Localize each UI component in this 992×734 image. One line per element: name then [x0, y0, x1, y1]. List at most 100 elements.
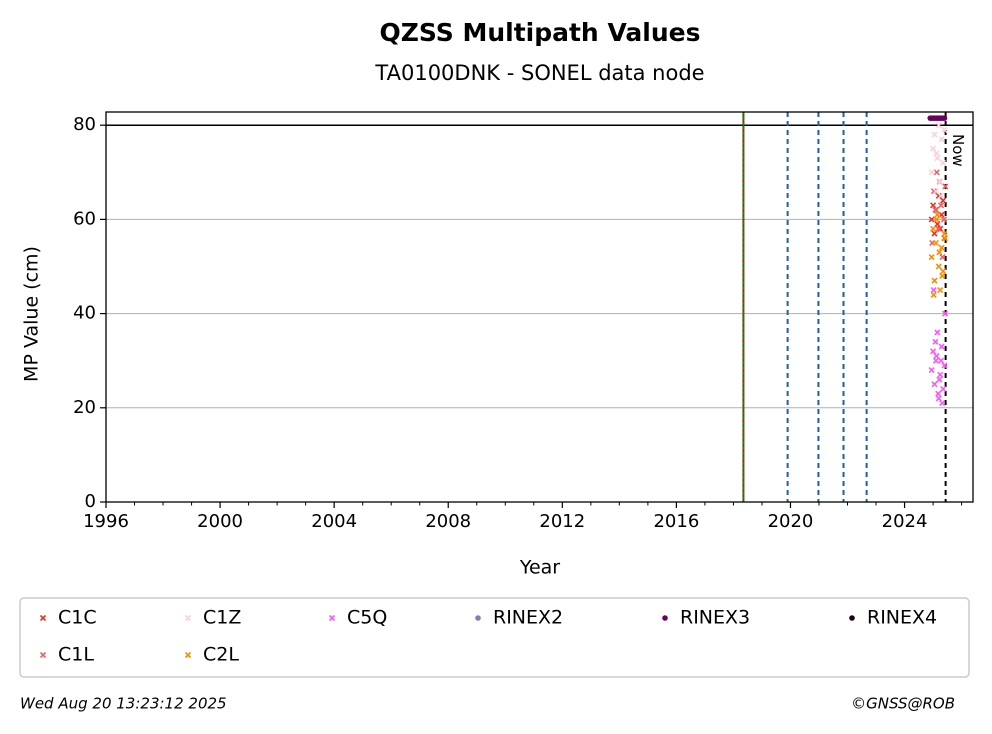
point	[938, 244, 945, 251]
point	[932, 239, 939, 247]
point	[930, 202, 937, 209]
legend-item: C2L	[184, 644, 239, 666]
x-tick-label: 2000	[197, 511, 243, 532]
legend-item: C1L	[39, 644, 94, 666]
y-tick-label: 20	[73, 397, 96, 418]
point	[931, 131, 938, 138]
legend-item: RINEX3	[662, 607, 750, 629]
legend-label: C1Z	[203, 607, 241, 629]
legend-label: RINEX3	[680, 607, 750, 629]
point	[936, 249, 943, 256]
point	[931, 230, 938, 237]
point	[939, 197, 947, 204]
point	[939, 159, 947, 166]
point	[933, 150, 940, 157]
point	[935, 192, 942, 199]
point	[930, 225, 937, 232]
point	[928, 216, 935, 223]
footer-date: Wed Aug 20 13:23:12 2025	[20, 695, 227, 713]
point	[937, 192, 944, 199]
point	[928, 254, 935, 261]
legend-marker	[849, 615, 855, 621]
point	[930, 188, 937, 195]
point	[932, 206, 939, 214]
y-tick-label: 0	[85, 491, 96, 512]
point	[933, 216, 940, 223]
point	[941, 230, 948, 237]
point	[931, 277, 938, 284]
point	[937, 286, 944, 294]
footer-credit: ©GNSS@ROB	[851, 695, 955, 713]
point	[939, 400, 946, 407]
point	[932, 338, 939, 345]
point	[930, 348, 937, 355]
point	[936, 376, 943, 383]
legend-marker	[328, 614, 336, 622]
point	[933, 169, 940, 176]
point	[935, 395, 942, 402]
point	[940, 216, 947, 223]
x-axis-label: Year	[519, 557, 560, 579]
chart-title: QZSS Multipath Values	[379, 18, 700, 47]
point	[928, 169, 935, 176]
legend-item: RINEX4	[849, 607, 937, 629]
legend-marker	[184, 614, 192, 622]
legend-item: C5Q	[328, 607, 387, 629]
point	[935, 263, 942, 270]
x-tick-label: 2012	[539, 511, 585, 532]
x-tick-label: 2020	[768, 511, 814, 532]
y-tick-label: 60	[73, 208, 96, 229]
point	[937, 202, 945, 209]
legend-box	[19, 597, 970, 678]
y-tick-label: 40	[73, 303, 96, 324]
point	[932, 357, 939, 364]
point	[938, 136, 945, 143]
point	[931, 381, 938, 388]
x-tick-label: 2004	[311, 511, 357, 532]
point	[939, 385, 947, 393]
point	[941, 235, 949, 242]
point	[941, 115, 948, 121]
point	[933, 352, 940, 360]
point	[942, 183, 949, 190]
point	[935, 225, 942, 232]
plot-frame	[105, 111, 974, 503]
x-tick-label: 1996	[83, 511, 129, 532]
legend-item: C1Z	[184, 607, 241, 629]
legend-label: RINEX2	[493, 607, 563, 629]
point	[934, 211, 941, 218]
point	[934, 155, 941, 162]
x-tick-label: 2024	[882, 511, 928, 532]
legend-marker	[662, 615, 668, 621]
x-tick-label: 2008	[425, 511, 471, 532]
point	[930, 286, 937, 294]
legend-label: C5Q	[347, 607, 387, 629]
point	[934, 221, 941, 228]
chart-subtitle: TA0100DNK - SONEL data node	[374, 61, 704, 85]
y-tick-label: 80	[73, 114, 96, 135]
point	[939, 268, 947, 275]
legend-marker	[475, 615, 481, 621]
point	[941, 126, 948, 133]
point	[934, 329, 941, 336]
x-tick-label: 2016	[653, 511, 699, 532]
legend-label: RINEX4	[867, 607, 937, 629]
y-axis-label: MP Value (cm)	[21, 246, 43, 382]
legend-marker	[184, 651, 192, 659]
event-label: Now	[949, 134, 967, 167]
point	[938, 343, 945, 350]
legend-label: C2L	[203, 644, 239, 666]
point	[935, 122, 942, 129]
legend-label: C1C	[58, 607, 97, 629]
point	[941, 362, 948, 369]
legend-marker	[39, 651, 47, 659]
point	[930, 291, 937, 298]
point	[935, 390, 942, 397]
legend-item: C1C	[39, 607, 97, 629]
point	[937, 225, 944, 232]
legend-item: RINEX2	[475, 607, 563, 629]
point	[937, 357, 945, 364]
legend-label: C1L	[58, 644, 94, 666]
point	[932, 188, 939, 195]
